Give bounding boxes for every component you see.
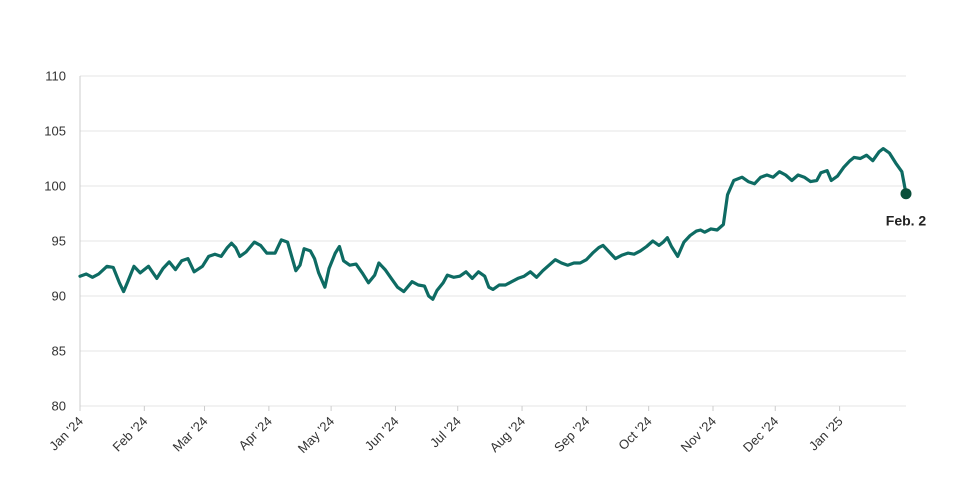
x-tick-label: Feb '24 <box>109 414 150 455</box>
series-layer <box>78 147 908 301</box>
x-tick-label: Jan '25 <box>806 414 846 454</box>
end-marker-layer: Feb. 2 <box>886 188 927 229</box>
x-tick-label: Apr '24 <box>236 414 275 453</box>
x-tick-label: Oct '24 <box>615 414 654 453</box>
end-point-marker <box>900 188 912 200</box>
y-tick-label: 110 <box>45 69 66 84</box>
x-tick-label: Mar '24 <box>170 414 211 455</box>
series-line <box>78 147 908 301</box>
grid-layer <box>79 75 906 407</box>
x-tick-label: Jan '24 <box>46 414 86 454</box>
x-tick-label: Dec '24 <box>740 414 781 455</box>
y-axis: 80 85 90 95 100 105 110 <box>44 69 66 414</box>
end-point-label: Feb. 2 <box>886 213 927 229</box>
x-tick-label: Nov '24 <box>678 414 719 455</box>
y-tick-label: 80 <box>52 399 66 414</box>
x-axis: Jan '24 Feb '24 Mar '24 Apr '24 May '24 Jun '… <box>46 406 846 456</box>
y-tick-label: 85 <box>52 344 66 359</box>
y-tick-label: 100 <box>44 179 66 194</box>
x-tick-label: Aug '24 <box>487 414 528 455</box>
x-tick-label: May '24 <box>295 414 338 457</box>
y-tick-label: 90 <box>52 289 66 304</box>
y-tick-label: 105 <box>44 124 66 139</box>
y-tick-label: 95 <box>52 234 66 249</box>
x-tick-label: Jun '24 <box>362 414 402 454</box>
x-tick-label: Jul '24 <box>427 414 464 451</box>
x-tick-label: Sep '24 <box>551 414 592 455</box>
